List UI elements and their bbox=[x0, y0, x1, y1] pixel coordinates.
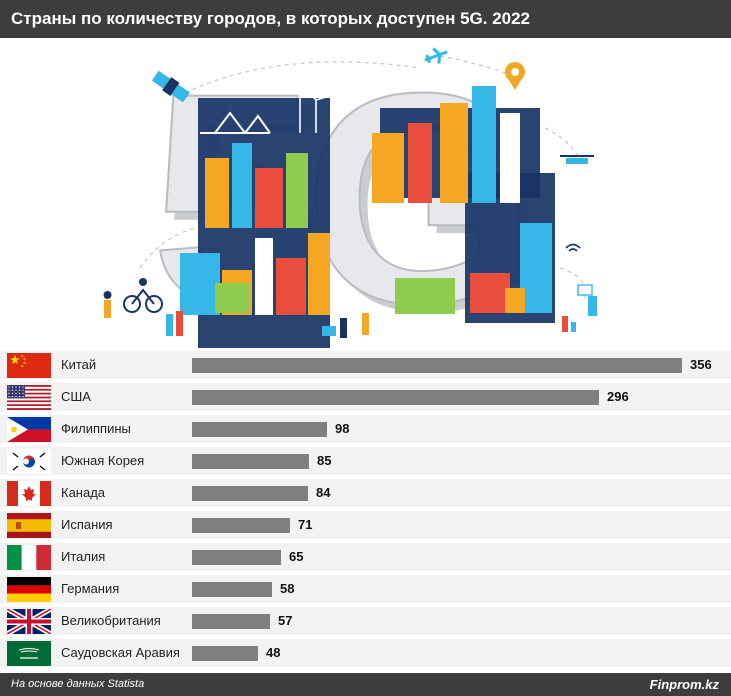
category-label: Италия bbox=[61, 549, 106, 564]
location-pin-icon bbox=[505, 62, 525, 90]
category-label: Германия bbox=[61, 581, 120, 596]
5g-city-illustration: 5G 5G bbox=[0, 29, 731, 374]
bar bbox=[192, 646, 258, 661]
5g-city-illustration-svg: 5G 5G bbox=[103, 29, 597, 374]
data-label: 71 bbox=[298, 517, 313, 532]
source-note: На основе данных Statista bbox=[11, 678, 145, 690]
city-buildings-right bbox=[372, 86, 552, 314]
category-label: Китай bbox=[61, 357, 97, 372]
people-illustration bbox=[103, 278, 597, 338]
category-label: Канада bbox=[61, 485, 106, 500]
category-label: США bbox=[61, 389, 91, 404]
category-label: Филиппины bbox=[61, 421, 131, 436]
category-label: Южная Корея bbox=[61, 453, 145, 468]
table-row: Южная Корея 85 bbox=[0, 447, 731, 475]
table-row: Италия 65 bbox=[0, 543, 731, 571]
data-label: 85 bbox=[317, 453, 332, 468]
flag-saudi-arabia-icon bbox=[7, 641, 51, 666]
wifi-icon bbox=[565, 243, 581, 252]
flag-usa-icon bbox=[7, 385, 51, 410]
brand-logo-text: Finprom.kz bbox=[649, 677, 719, 692]
bar bbox=[192, 454, 309, 469]
category-label: Саудовская Аравия bbox=[61, 645, 180, 660]
category-label: Великобритания bbox=[61, 613, 161, 628]
footer: На основе данных Statista Finprom.kz bbox=[0, 673, 731, 696]
flag-philippines-icon bbox=[7, 417, 51, 442]
airplane-icon bbox=[424, 47, 448, 64]
data-label: 58 bbox=[280, 581, 295, 596]
bar bbox=[192, 390, 599, 405]
satellite-icon bbox=[151, 70, 190, 103]
flag-spain-icon bbox=[7, 513, 51, 538]
flag-germany-icon bbox=[7, 577, 51, 602]
table-row: Германия 58 bbox=[0, 575, 731, 603]
table-row: Канада 84 bbox=[0, 479, 731, 507]
table-row: Филиппины 98 bbox=[0, 415, 731, 443]
table-row: США 296 bbox=[0, 383, 731, 411]
table-row: Саудовская Аравия 48 bbox=[0, 639, 731, 667]
data-label: 98 bbox=[335, 421, 350, 436]
category-label: Испания bbox=[61, 517, 113, 532]
table-row: Великобритания 57 bbox=[0, 606, 731, 637]
data-label: 48 bbox=[266, 645, 281, 660]
bar bbox=[192, 358, 682, 373]
bar bbox=[192, 422, 327, 437]
data-label: 65 bbox=[289, 549, 304, 564]
data-label: 57 bbox=[278, 613, 293, 628]
wind-turbine-icon bbox=[289, 82, 327, 133]
table-row: Китай 356 bbox=[0, 351, 731, 379]
bar bbox=[192, 550, 281, 565]
flag-italy-icon bbox=[7, 545, 51, 570]
flag-south-korea-icon bbox=[7, 449, 51, 474]
bar bbox=[192, 582, 272, 597]
city-buildings-left bbox=[180, 143, 330, 315]
flag-canada-icon bbox=[7, 481, 51, 506]
drone-icon bbox=[560, 155, 594, 164]
flag-china-icon bbox=[7, 353, 51, 378]
flag-uk-icon bbox=[5, 606, 53, 637]
bar bbox=[192, 518, 290, 533]
bar bbox=[192, 486, 308, 501]
data-label: 84 bbox=[316, 485, 331, 500]
chart-title: Страны по количеству городов, в которых … bbox=[0, 0, 731, 38]
table-row: Испания 71 bbox=[0, 511, 731, 539]
bar bbox=[192, 614, 270, 629]
data-label: 356 bbox=[690, 357, 712, 372]
bridge-icon bbox=[200, 111, 271, 134]
data-label: 296 bbox=[607, 389, 629, 404]
